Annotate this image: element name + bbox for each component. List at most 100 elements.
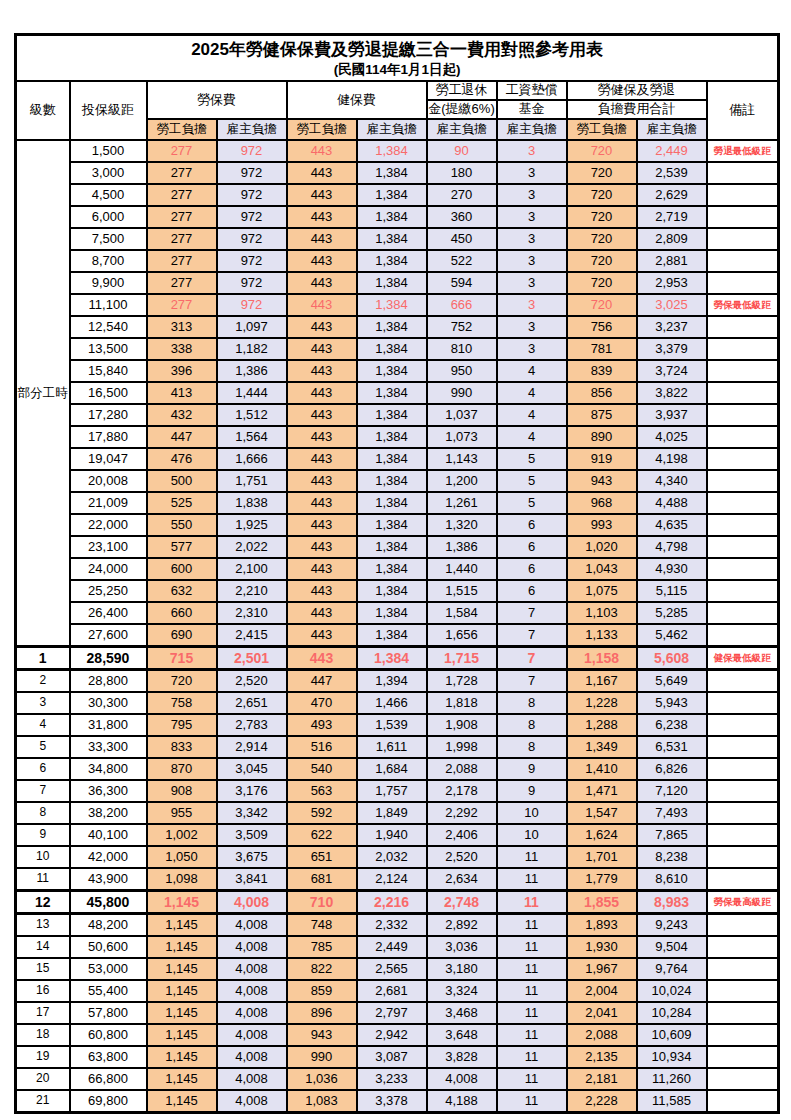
value-cell: 3 <box>497 250 567 272</box>
value-cell: 10,934 <box>637 1046 707 1068</box>
value-cell: 681 <box>287 868 357 891</box>
value-cell: 1,547 <box>567 802 637 824</box>
value-cell: 1,073 <box>427 426 497 448</box>
value-cell: 522 <box>427 250 497 272</box>
remark-cell <box>707 404 779 426</box>
value-cell: 5,462 <box>637 624 707 647</box>
bracket-cell: 13,500 <box>70 338 147 360</box>
bracket-cell: 4,500 <box>70 184 147 206</box>
bracket-cell: 6,000 <box>70 206 147 228</box>
value-cell: 11 <box>497 1024 567 1046</box>
remark-cell <box>707 868 779 891</box>
value-cell: 1,386 <box>427 536 497 558</box>
value-cell: 443 <box>287 382 357 404</box>
value-cell: 2,881 <box>637 250 707 272</box>
value-cell: 7,865 <box>637 824 707 846</box>
remark-cell <box>707 448 779 470</box>
value-cell: 4,008 <box>217 1046 287 1068</box>
value-cell: 9,504 <box>637 936 707 958</box>
value-cell: 7 <box>497 602 567 624</box>
value-cell: 2,809 <box>637 228 707 250</box>
remark-cell <box>707 536 779 558</box>
remark-cell <box>707 1090 779 1113</box>
level-cell: 10 <box>16 846 70 868</box>
value-cell: 5 <box>497 470 567 492</box>
value-cell: 3,087 <box>357 1046 427 1068</box>
remark-cell: 健保最低級距 <box>707 647 779 670</box>
bracket-cell: 45,800 <box>70 891 147 914</box>
value-cell: 896 <box>287 1002 357 1024</box>
value-cell: 1,384 <box>357 250 427 272</box>
col-header-pension-line2: 金(提繳6%) <box>427 100 497 119</box>
value-cell: 833 <box>147 736 217 758</box>
bracket-cell: 17,880 <box>70 426 147 448</box>
value-cell: 1,145 <box>147 1090 217 1113</box>
value-cell: 4,008 <box>217 1068 287 1090</box>
value-cell: 443 <box>287 580 357 602</box>
page-title: 2025年勞健保保費及勞退提繳三合一費用對照參考用表 <box>17 40 777 60</box>
value-cell: 943 <box>567 470 637 492</box>
table-row: 1348,2001,1454,0087482,3322,892111,8939,… <box>16 914 779 937</box>
bracket-cell: 9,900 <box>70 272 147 294</box>
value-cell: 972 <box>217 272 287 294</box>
value-cell: 1,925 <box>217 514 287 536</box>
value-cell: 1,666 <box>217 448 287 470</box>
value-cell: 955 <box>147 802 217 824</box>
value-cell: 710 <box>287 891 357 914</box>
value-cell: 1,410 <box>567 758 637 780</box>
value-cell: 632 <box>147 580 217 602</box>
value-cell: 1,050 <box>147 846 217 868</box>
value-cell: 4,008 <box>217 1024 287 1046</box>
value-cell: 540 <box>287 758 357 780</box>
value-cell: 1,384 <box>357 536 427 558</box>
subheader-total-worker: 勞工負擔 <box>567 119 637 140</box>
remark-cell <box>707 802 779 824</box>
table-row: 9,9002779724431,38459437202,953 <box>16 272 779 294</box>
value-cell: 1,838 <box>217 492 287 514</box>
col-header-level: 級數 <box>16 81 70 140</box>
bracket-cell: 38,200 <box>70 802 147 824</box>
value-cell: 3 <box>497 140 567 162</box>
remark-cell <box>707 360 779 382</box>
value-cell: 1,584 <box>427 602 497 624</box>
value-cell: 2,181 <box>567 1068 637 1090</box>
value-cell: 432 <box>147 404 217 426</box>
value-cell: 1,386 <box>217 360 287 382</box>
table-row: 1655,4001,1454,0088592,6813,324112,00410… <box>16 980 779 1002</box>
subheader-health-worker: 勞工負擔 <box>287 119 357 140</box>
value-cell: 4,025 <box>637 426 707 448</box>
value-cell: 1,818 <box>427 692 497 714</box>
table-row: 25,2506322,2104431,3841,51561,0755,115 <box>16 580 779 602</box>
bracket-cell: 43,900 <box>70 868 147 891</box>
value-cell: 2,719 <box>637 206 707 228</box>
value-cell: 443 <box>287 448 357 470</box>
bracket-cell: 30,300 <box>70 692 147 714</box>
value-cell: 4,340 <box>637 470 707 492</box>
value-cell: 8 <box>497 692 567 714</box>
table-row: 1042,0001,0503,6756512,0322,520111,7018,… <box>16 846 779 868</box>
table-row: 11,1002779724431,38466637203,025勞保最低級距 <box>16 294 779 316</box>
value-cell: 622 <box>287 824 357 846</box>
table-row: 228,8007202,5204471,3941,72871,1675,649 <box>16 670 779 693</box>
value-cell: 1,512 <box>217 404 287 426</box>
col-header-health-fee: 健保費 <box>287 81 427 119</box>
bracket-cell: 57,800 <box>70 1002 147 1024</box>
value-cell: 1,145 <box>147 1002 217 1024</box>
value-cell: 8 <box>497 736 567 758</box>
value-cell: 1,715 <box>427 647 497 670</box>
value-cell: 1,182 <box>217 338 287 360</box>
value-cell: 360 <box>427 206 497 228</box>
value-cell: 1,158 <box>567 647 637 670</box>
value-cell: 1,515 <box>427 580 497 602</box>
remark-cell <box>707 580 779 602</box>
remark-cell <box>707 714 779 736</box>
value-cell: 443 <box>287 426 357 448</box>
value-cell: 3,509 <box>217 824 287 846</box>
level-cell: 6 <box>16 758 70 780</box>
bracket-cell: 26,400 <box>70 602 147 624</box>
remark-cell <box>707 514 779 536</box>
table-row: 20,0085001,7514431,3841,20059434,340 <box>16 470 779 492</box>
remark-cell <box>707 250 779 272</box>
table-row: 3,0002779724431,38418037202,539 <box>16 162 779 184</box>
value-cell: 2,310 <box>217 602 287 624</box>
